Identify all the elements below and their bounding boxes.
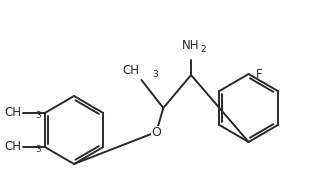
- Text: 3: 3: [35, 111, 41, 120]
- Text: CH: CH: [122, 64, 139, 77]
- Text: CH: CH: [4, 141, 21, 153]
- Text: 3: 3: [35, 145, 41, 154]
- Text: NH: NH: [182, 39, 200, 52]
- Text: 2: 2: [200, 45, 206, 54]
- Text: 3: 3: [152, 70, 158, 79]
- Text: O: O: [151, 126, 161, 138]
- Text: CH: CH: [4, 107, 21, 119]
- Text: F: F: [256, 68, 262, 80]
